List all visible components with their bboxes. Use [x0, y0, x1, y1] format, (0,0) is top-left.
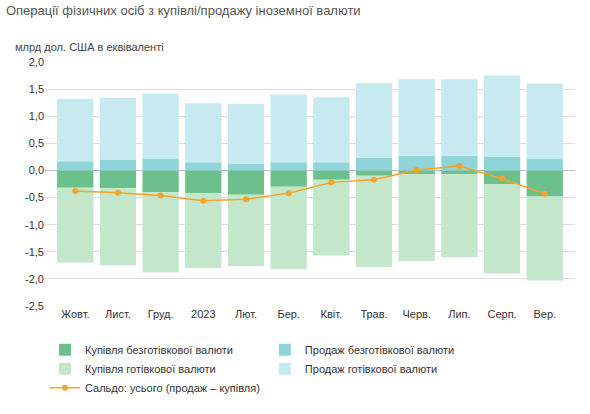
svg-text:Черв.: Черв.: [402, 308, 430, 320]
svg-text:Сальдо: усього (продаж – купів: Сальдо: усього (продаж – купівля): [85, 382, 260, 394]
svg-text:0,0: 0,0: [29, 164, 44, 176]
svg-text:Лют.: Лют.: [235, 308, 257, 320]
svg-text:Лист.: Лист.: [105, 308, 131, 320]
svg-text:Купівля готівкової валюти: Купівля готівкової валюти: [85, 363, 216, 375]
svg-text:Квіт.: Квіт.: [321, 308, 343, 320]
svg-text:-2,0: -2,0: [25, 273, 44, 285]
svg-text:млрд дол. США в еквіваленті: млрд дол. США в еквіваленті: [15, 41, 164, 53]
svg-text:1,0: 1,0: [29, 110, 44, 122]
svg-text:Продаж безготівкової валюти: Продаж безготівкової валюти: [305, 344, 454, 356]
svg-text:2,0: 2,0: [29, 56, 44, 68]
svg-text:Операції фізичних осіб з купів: Операції фізичних осіб з купівлі/продажу…: [6, 3, 361, 18]
svg-text:Лип.: Лип.: [448, 308, 470, 320]
svg-text:1,5: 1,5: [29, 83, 44, 95]
svg-text:Бер.: Бер.: [277, 308, 300, 320]
svg-text:-0,5: -0,5: [25, 191, 44, 203]
svg-text:Продаж готівкової валюти: Продаж готівкової валюти: [305, 363, 437, 375]
svg-text:-1,5: -1,5: [25, 246, 44, 258]
svg-text:Жовт.: Жовт.: [61, 308, 90, 320]
svg-text:Серп.: Серп.: [487, 308, 516, 320]
svg-text:0,5: 0,5: [29, 137, 44, 149]
svg-text:Груд.: Груд.: [148, 308, 174, 320]
svg-text:Трав.: Трав.: [360, 308, 387, 320]
svg-text:2023: 2023: [191, 308, 215, 320]
svg-text:Вер.: Вер.: [533, 308, 556, 320]
svg-text:Купівля безготівкової валюти: Купівля безготівкової валюти: [85, 344, 233, 356]
svg-text:-1,0: -1,0: [25, 219, 44, 231]
svg-text:-2,5: -2,5: [25, 300, 44, 312]
